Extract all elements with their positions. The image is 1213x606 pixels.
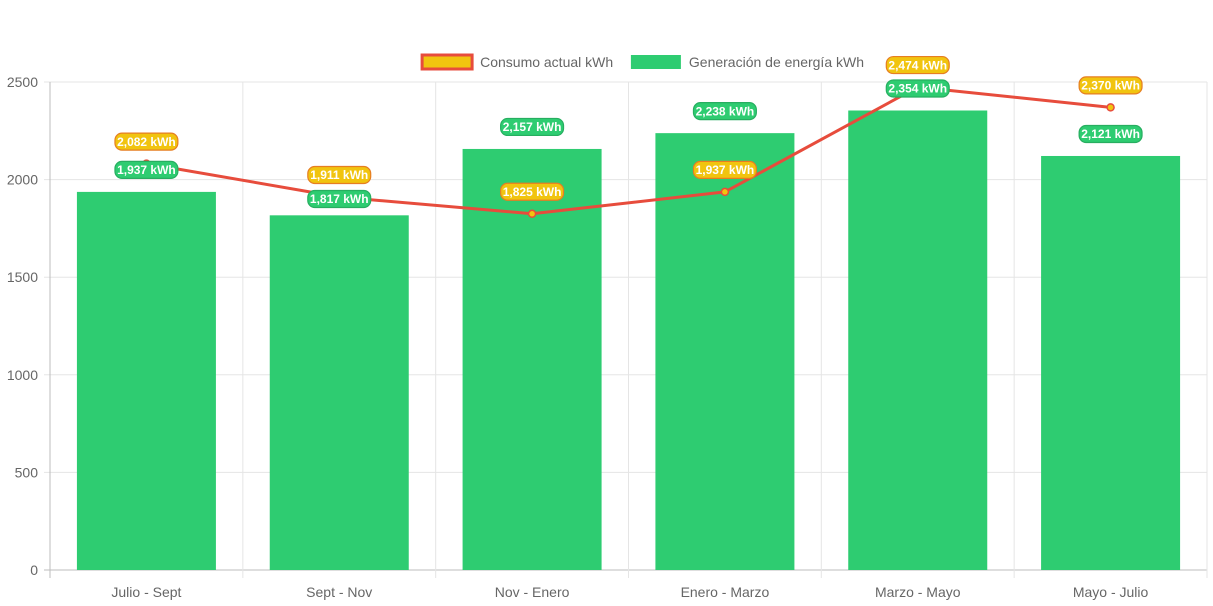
- data-label-consumo-bg: [885, 55, 950, 75]
- data-label-consumo-bg: [114, 132, 179, 151]
- x-axis: Julio - Sept Sept - Nov Nov - Enero Enero -…: [111, 584, 1148, 600]
- bar-generacion: [848, 110, 988, 570]
- data-label-consumo: 1,911 kWh: [307, 165, 372, 185]
- y-tick-label: 1500: [7, 269, 38, 285]
- data-label-generacion-text: 2,157 kWh: [503, 120, 562, 134]
- data-label-generacion-bg: [885, 79, 950, 98]
- data-labels: 2,082 kWh 1,911 kWh 1,825 kWh 1,937 kWh 2,47…: [114, 55, 1143, 209]
- data-label-consumo: 1,825 kWh: [500, 182, 565, 201]
- data-label-consumo-text: 1,825 kWh: [503, 185, 562, 199]
- data-label-generacion: 2,354 kWh: [885, 79, 950, 98]
- legend-swatch: [420, 53, 474, 71]
- data-label-consumo-bg: [500, 182, 565, 201]
- data-label-consumo: 2,474 kWh: [885, 55, 950, 75]
- data-label-generacion: 2,121 kWh: [1078, 124, 1143, 144]
- grid: [44, 81, 1208, 578]
- x-tick-label: Enero - Marzo: [681, 584, 770, 600]
- data-label-consumo-text: 1,911 kWh: [310, 168, 368, 182]
- data-label-consumo-text: 1,937 kWh: [696, 163, 755, 177]
- data-label-consumo: 1,937 kWh: [692, 160, 757, 179]
- bar-generacion: [269, 215, 409, 570]
- data-label-consumo-bg: [307, 165, 372, 185]
- legend-item[interactable]: Consumo actual kWh: [420, 53, 613, 71]
- legend-item[interactable]: Generación de energía kWh: [630, 54, 864, 70]
- data-label-generacion-text: 2,121 kWh: [1081, 127, 1140, 141]
- data-label-generacion-text: 2,354 kWh: [888, 82, 947, 96]
- x-tick-label: Mayo - Julio: [1073, 584, 1149, 600]
- y-tick-label: 2000: [7, 172, 38, 188]
- data-label-consumo: 2,082 kWh: [114, 132, 179, 151]
- bar-generacion: [1041, 155, 1181, 570]
- data-label-consumo-text: 2,370 kWh: [1081, 79, 1140, 93]
- legend: Consumo actual kWh Generación de energía …: [420, 53, 864, 71]
- x-tick-label: Nov - Enero: [495, 584, 570, 600]
- bar-generacion: [655, 133, 795, 570]
- data-label-generacion-bg: [307, 189, 372, 209]
- bar-series: [76, 110, 1181, 571]
- data-label-generacion-bg: [500, 117, 565, 137]
- data-label-generacion-text: 1,817 kWh: [310, 192, 369, 206]
- y-axis: 0 500 1000 1500 2000 2500: [7, 74, 38, 578]
- x-tick-label: Sept - Nov: [306, 584, 372, 600]
- y-tick-label: 1000: [7, 367, 38, 383]
- bar-generacion: [76, 191, 216, 571]
- legend-label: Generación de energía kWh: [689, 54, 864, 70]
- point-consumo: [720, 187, 730, 197]
- point-consumo: [527, 209, 537, 219]
- bar-generacion: [462, 148, 602, 570]
- data-label-generacion: 2,238 kWh: [692, 102, 757, 121]
- data-label-generacion: 2,157 kWh: [500, 117, 565, 137]
- data-label-generacion-text: 1,937 kWh: [117, 163, 176, 177]
- data-label-generacion: 1,937 kWh: [114, 160, 179, 179]
- data-label-consumo-bg: [692, 160, 757, 179]
- line-consumo: [146, 85, 1111, 216]
- data-label-generacion: 1,817 kWh: [307, 189, 372, 209]
- legend-label: Consumo actual kWh: [480, 54, 613, 70]
- y-tick-label: 0: [30, 562, 38, 578]
- data-label-consumo: 2,370 kWh: [1078, 76, 1143, 95]
- x-tick-label: Marzo - Mayo: [875, 584, 961, 600]
- data-label-generacion-bg: [692, 102, 757, 121]
- data-label-consumo-text: 2,082 kWh: [117, 135, 176, 149]
- data-label-consumo-bg: [1078, 76, 1143, 95]
- data-label-generacion-bg: [114, 160, 179, 179]
- y-tick-label: 2500: [7, 74, 38, 90]
- data-label-consumo-text: 2,474 kWh: [888, 58, 947, 72]
- data-label-generacion-bg: [1078, 124, 1143, 144]
- legend-swatch: [630, 55, 681, 69]
- point-consumo: [1106, 103, 1115, 112]
- y-tick-label: 500: [15, 464, 39, 480]
- x-tick-label: Julio - Sept: [111, 584, 181, 600]
- data-label-generacion-text: 2,238 kWh: [696, 104, 755, 118]
